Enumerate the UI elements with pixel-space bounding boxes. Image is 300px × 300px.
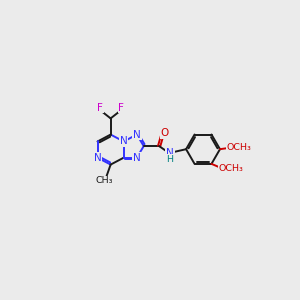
Text: N: N bbox=[133, 153, 141, 163]
Text: N: N bbox=[166, 148, 174, 158]
Text: OCH₃: OCH₃ bbox=[227, 143, 252, 152]
Text: F: F bbox=[118, 103, 124, 112]
Text: CH₃: CH₃ bbox=[96, 176, 113, 185]
Text: O: O bbox=[160, 128, 169, 138]
Text: F: F bbox=[97, 103, 103, 112]
Text: OCH₃: OCH₃ bbox=[218, 164, 243, 173]
Text: H: H bbox=[167, 155, 173, 164]
Text: N: N bbox=[133, 130, 141, 140]
Text: N: N bbox=[94, 153, 101, 163]
Text: N: N bbox=[120, 136, 128, 146]
